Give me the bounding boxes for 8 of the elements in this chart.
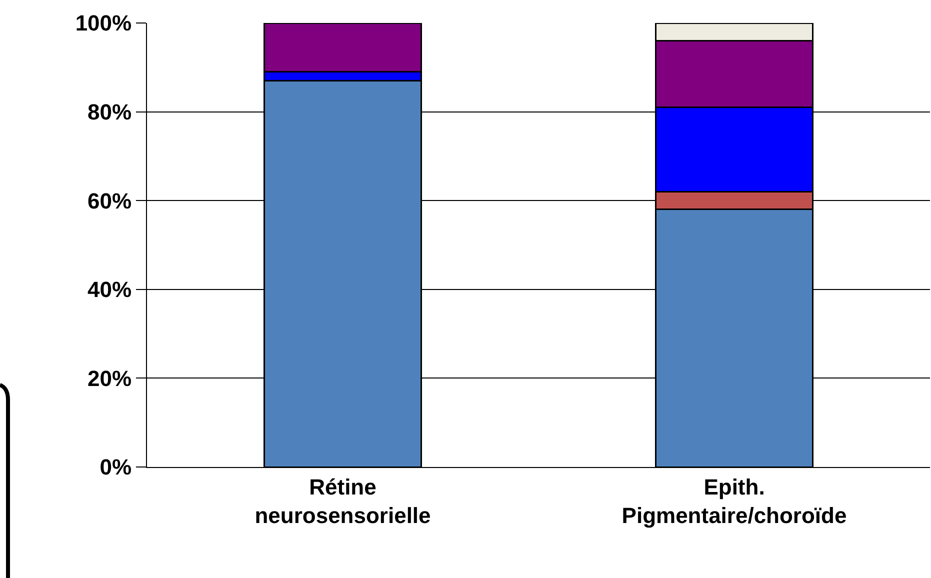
y-tick-label: 20% <box>88 366 132 391</box>
y-tick-label: 40% <box>88 277 132 302</box>
y-tick-label: 80% <box>88 100 132 124</box>
y-tick-label: 60% <box>88 188 132 214</box>
y-tick-label: 0% <box>100 454 132 480</box>
x-tick-label: Epith. Pigmentaire/choroïde <box>622 474 847 528</box>
y-tick-label: 100% <box>75 10 132 36</box>
x-tick-label: Rétine neurosensorielle <box>254 474 431 528</box>
